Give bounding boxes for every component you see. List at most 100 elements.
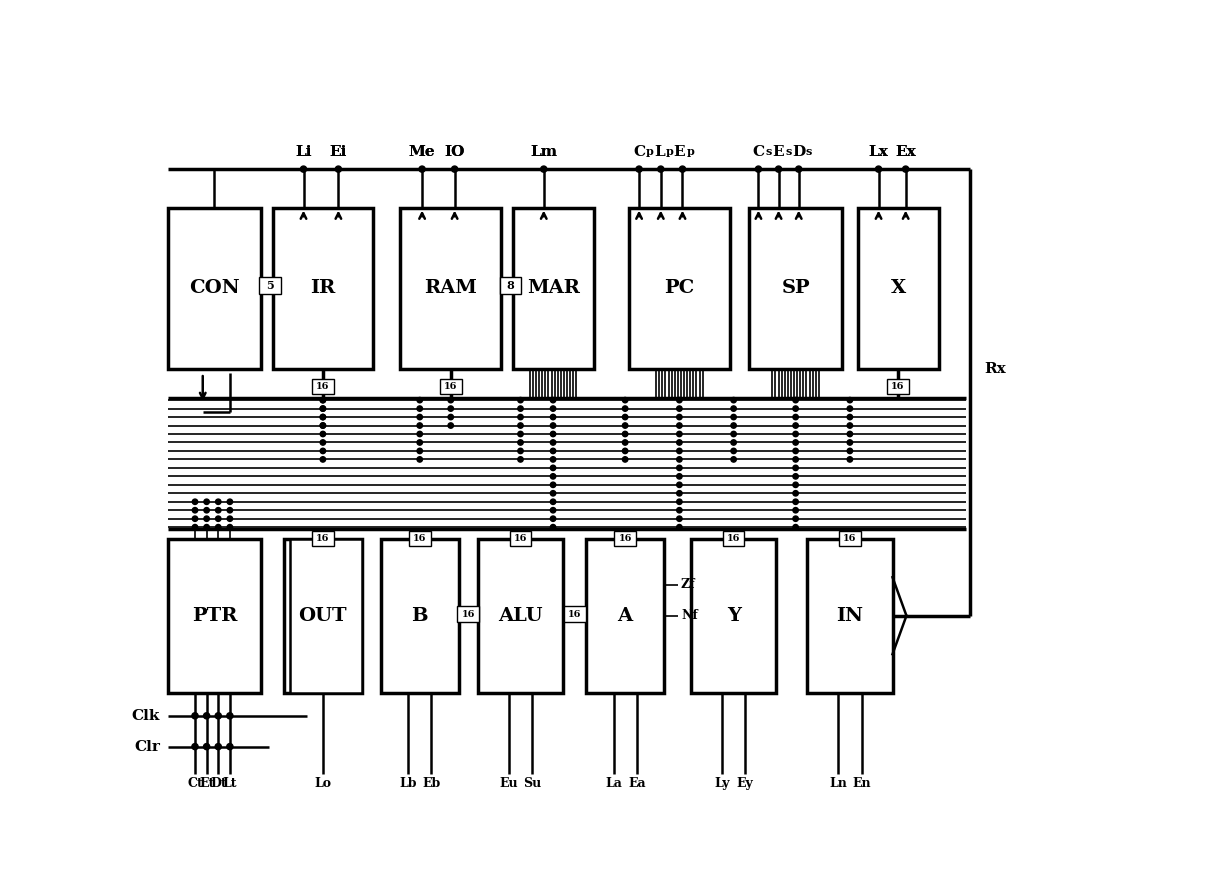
Circle shape — [792, 491, 798, 496]
Circle shape — [321, 448, 325, 453]
Circle shape — [417, 440, 423, 445]
Circle shape — [550, 423, 556, 428]
Text: PC: PC — [664, 280, 695, 297]
Circle shape — [731, 431, 736, 436]
Circle shape — [677, 448, 683, 453]
Circle shape — [550, 440, 556, 445]
Bar — [564, 607, 585, 622]
Circle shape — [227, 499, 233, 504]
Text: Li: Li — [295, 145, 312, 159]
Text: En: En — [852, 777, 870, 790]
Circle shape — [847, 457, 852, 462]
Circle shape — [518, 398, 523, 403]
Circle shape — [792, 457, 798, 462]
Bar — [260, 277, 282, 294]
Circle shape — [550, 516, 556, 521]
Text: E: E — [773, 145, 784, 159]
Circle shape — [623, 457, 628, 462]
Circle shape — [677, 524, 683, 530]
Circle shape — [731, 457, 736, 462]
Circle shape — [756, 166, 762, 172]
Circle shape — [227, 712, 233, 719]
Circle shape — [193, 524, 197, 530]
Circle shape — [550, 499, 556, 504]
Text: OUT: OUT — [299, 607, 347, 625]
Text: IO: IO — [445, 145, 464, 159]
Circle shape — [417, 457, 423, 462]
Bar — [614, 531, 636, 547]
Bar — [312, 378, 334, 394]
Circle shape — [321, 431, 325, 436]
Text: CON: CON — [189, 280, 240, 297]
Circle shape — [623, 398, 628, 403]
Circle shape — [636, 166, 642, 172]
Circle shape — [518, 440, 523, 445]
Circle shape — [847, 440, 852, 445]
Circle shape — [216, 499, 221, 504]
Text: X: X — [891, 280, 906, 297]
Text: Ea: Ea — [628, 777, 646, 790]
Circle shape — [550, 524, 556, 530]
Circle shape — [677, 499, 683, 504]
Bar — [691, 538, 777, 693]
Circle shape — [193, 499, 197, 504]
Text: Su: Su — [523, 777, 541, 790]
Circle shape — [902, 166, 909, 172]
Text: Ct: Ct — [188, 777, 202, 790]
Circle shape — [677, 398, 683, 403]
Circle shape — [623, 423, 628, 428]
Text: Clk: Clk — [132, 709, 160, 723]
Text: 16: 16 — [316, 382, 329, 391]
Circle shape — [677, 414, 683, 419]
Bar — [290, 538, 362, 693]
Bar — [457, 607, 479, 622]
Text: Lm: Lm — [530, 145, 557, 159]
Circle shape — [204, 516, 210, 521]
Circle shape — [321, 398, 325, 403]
Text: s: s — [806, 146, 812, 157]
Bar — [408, 531, 430, 547]
Circle shape — [518, 457, 523, 462]
Text: B: B — [412, 607, 428, 625]
Bar — [723, 531, 745, 547]
Circle shape — [550, 507, 556, 513]
Circle shape — [193, 507, 197, 513]
Circle shape — [419, 166, 425, 172]
Circle shape — [623, 440, 628, 445]
Text: Ei: Ei — [329, 145, 347, 159]
Circle shape — [796, 166, 802, 172]
Circle shape — [550, 474, 556, 479]
Circle shape — [792, 431, 798, 436]
Bar — [807, 538, 892, 693]
Circle shape — [321, 440, 325, 445]
Text: s: s — [766, 146, 772, 157]
Circle shape — [335, 166, 341, 172]
Text: Lm: Lm — [530, 145, 557, 159]
Text: Me: Me — [408, 145, 435, 159]
Circle shape — [191, 744, 199, 750]
Circle shape — [204, 499, 210, 504]
Circle shape — [677, 482, 683, 487]
Bar — [586, 538, 664, 693]
Circle shape — [550, 414, 556, 419]
Circle shape — [731, 414, 736, 419]
Text: Nf: Nf — [681, 609, 697, 622]
Text: p: p — [667, 146, 674, 157]
Text: 16: 16 — [462, 609, 475, 618]
Circle shape — [321, 414, 325, 419]
Circle shape — [321, 423, 325, 428]
Text: IO: IO — [445, 145, 464, 159]
Circle shape — [417, 414, 423, 419]
Text: Me: Me — [408, 145, 435, 159]
Text: Eu: Eu — [500, 777, 518, 790]
Circle shape — [677, 516, 683, 521]
Text: D: D — [792, 145, 806, 159]
Text: Lo: Lo — [315, 777, 332, 790]
Text: MAR: MAR — [527, 280, 580, 297]
Circle shape — [677, 465, 683, 470]
Text: Ln: Ln — [829, 777, 847, 790]
Text: La: La — [605, 777, 622, 790]
Circle shape — [550, 406, 556, 411]
Circle shape — [518, 423, 523, 428]
Circle shape — [300, 166, 307, 172]
